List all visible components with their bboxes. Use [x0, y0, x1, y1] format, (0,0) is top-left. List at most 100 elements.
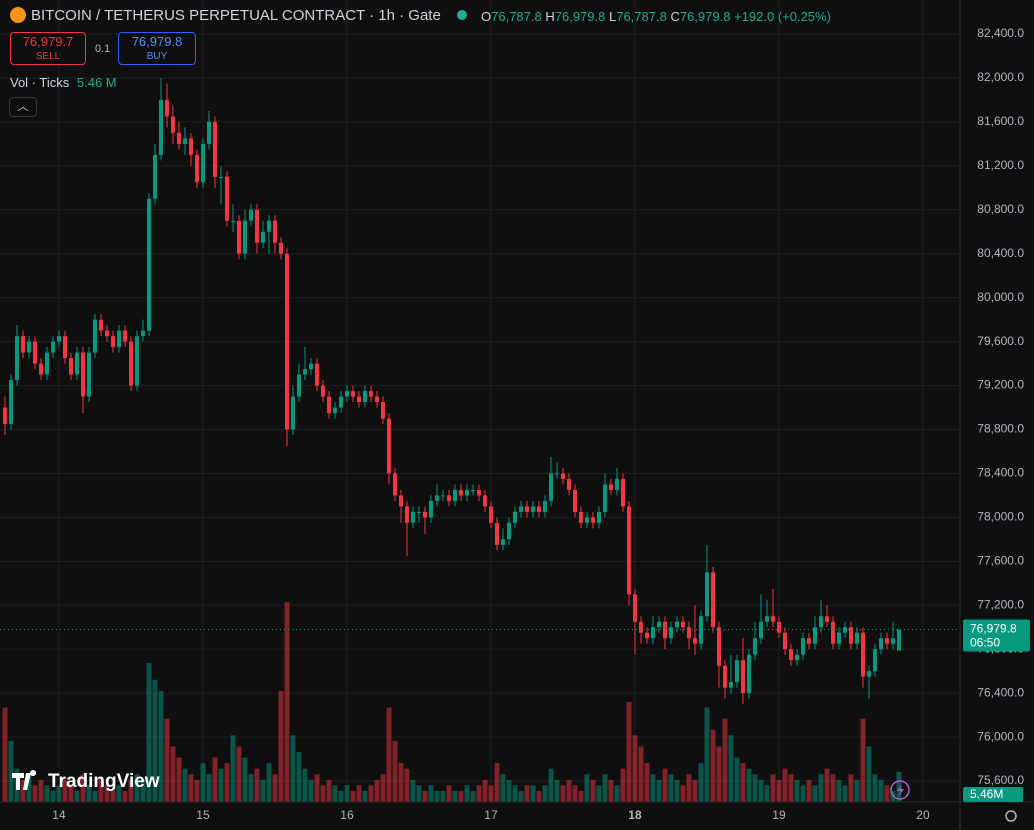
- candle-body: [308, 363, 313, 370]
- candle-body: [68, 358, 73, 375]
- candle-body: [176, 132, 181, 144]
- symbol-title[interactable]: BITCOIN / TETHERUS PERPETUAL CONTRACT · …: [31, 7, 441, 24]
- candle-body: [266, 220, 271, 232]
- order-size[interactable]: 0.1: [95, 43, 111, 55]
- candle-body: [746, 654, 751, 694]
- x-tick-label: 20: [916, 808, 930, 822]
- y-tick-label: 77,600.0: [977, 553, 1024, 567]
- volume-bar: [188, 774, 194, 802]
- candle-body: [590, 517, 595, 523]
- volume-bar: [782, 768, 788, 802]
- candle-body: [206, 121, 211, 144]
- candle-body: [578, 511, 583, 523]
- volume-badge: [963, 787, 1023, 802]
- candle-body: [170, 116, 175, 133]
- candle-body: [212, 121, 217, 177]
- volume-bar: [818, 774, 824, 802]
- candle-body: [452, 489, 457, 501]
- volume-bar: [386, 707, 392, 802]
- y-tick-label: 82,400.0: [977, 26, 1024, 40]
- candle-body: [236, 220, 241, 254]
- volume-bar: [866, 746, 872, 802]
- volume-bar: [536, 790, 542, 802]
- change: +192.0 (+0.25%): [734, 9, 831, 24]
- volume-bar: [716, 746, 722, 802]
- volume-bar: [824, 768, 830, 802]
- candle-body: [86, 352, 91, 397]
- volume-bar: [2, 707, 8, 802]
- candle-body: [866, 671, 871, 677]
- y-tick-label: 78,400.0: [977, 466, 1024, 480]
- buy-button[interactable]: 76,979.8 BUY: [118, 32, 196, 65]
- volume-bar: [770, 774, 776, 802]
- collapse-button[interactable]: ︿: [9, 97, 37, 117]
- settings-button[interactable]: [1005, 810, 1017, 822]
- candle-body: [632, 594, 637, 622]
- candle-body: [32, 341, 37, 364]
- volume-bar: [500, 774, 506, 802]
- volume-bar: [164, 718, 170, 802]
- candle-body: [788, 649, 793, 661]
- candle-body: [692, 638, 697, 644]
- volume-bar: [806, 779, 812, 802]
- candle-body: [734, 660, 739, 683]
- candle-body: [446, 495, 451, 501]
- volume-bar: [836, 779, 842, 802]
- volume-bar: [62, 779, 68, 802]
- volume-bar: [134, 774, 140, 802]
- candle-body: [74, 352, 79, 375]
- y-tick-label: 81,200.0: [977, 158, 1024, 172]
- logo-icon: [12, 770, 37, 790]
- volume-bar: [230, 735, 236, 802]
- y-tick-label: 77,200.0: [977, 597, 1024, 611]
- volume-bar: [122, 790, 128, 802]
- volume-bar: [752, 774, 758, 802]
- x-tick-label: 19: [772, 808, 786, 822]
- volume-bar: [476, 785, 482, 802]
- candle-body: [686, 627, 691, 639]
- candle-body: [242, 220, 247, 254]
- candle-body: [224, 176, 229, 221]
- status-dot: [457, 10, 467, 20]
- candle-body: [650, 627, 655, 639]
- candle-body: [740, 660, 745, 694]
- candle-body: [824, 616, 829, 622]
- volume-bar: [344, 785, 350, 802]
- volume-bar: [614, 785, 620, 802]
- x-tick-label: 18: [628, 808, 642, 822]
- volume-bar: [560, 785, 566, 802]
- candle-body: [728, 682, 733, 688]
- volume-bar: [272, 774, 278, 802]
- candle-body: [182, 138, 187, 144]
- ohlc-legend: O76,787.8 H76,979.8 L76,787.8 C76,979.8 …: [481, 9, 831, 24]
- candle-body: [464, 489, 469, 496]
- volume-bar: [218, 768, 224, 802]
- sell-button[interactable]: 76,979.7 SELL: [10, 32, 86, 65]
- candle-body: [152, 154, 157, 199]
- candle-body: [626, 506, 631, 595]
- volume-bar: [182, 768, 188, 802]
- volume-bar: [116, 785, 122, 802]
- candle-body: [116, 330, 121, 348]
- candle-body: [26, 341, 31, 353]
- volume-bar: [410, 779, 416, 802]
- candle-body: [284, 253, 289, 430]
- candle-body: [482, 495, 487, 507]
- candle-body: [716, 627, 721, 666]
- candle-body: [62, 336, 67, 359]
- volume-bar: [740, 763, 746, 802]
- y-tick-label: 78,800.0: [977, 422, 1024, 436]
- lightning-button[interactable]: [890, 780, 910, 800]
- volume-bar: [722, 718, 728, 802]
- candle-body: [326, 396, 331, 414]
- volume-bar: [314, 774, 320, 802]
- volume-bar: [368, 785, 374, 802]
- candle-body: [854, 632, 859, 644]
- volume-bar: [506, 779, 512, 802]
- candle-body: [812, 627, 817, 644]
- countdown: 06:50: [970, 636, 1000, 650]
- volume-legend-value: 5.46 M: [76, 75, 117, 90]
- candle-body: [218, 176, 223, 178]
- candle-body: [704, 572, 709, 617]
